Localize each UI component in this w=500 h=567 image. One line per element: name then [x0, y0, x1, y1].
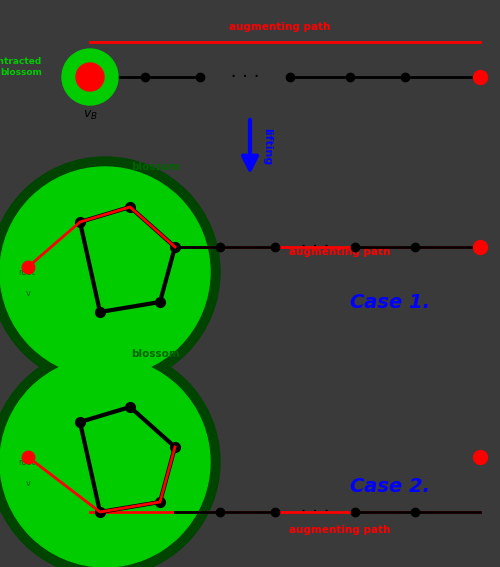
Text: root: root: [18, 268, 35, 277]
Circle shape: [0, 357, 210, 567]
Circle shape: [62, 49, 118, 105]
Text: · · ·: · · ·: [295, 238, 335, 256]
Text: Case 2.: Case 2.: [350, 477, 430, 497]
Text: · · ·: · · ·: [295, 503, 335, 521]
Text: blossom: blossom: [130, 162, 180, 172]
Text: blossom: blossom: [130, 349, 180, 359]
Text: augmenting path: augmenting path: [289, 247, 391, 257]
Text: Case 1.: Case 1.: [350, 293, 430, 311]
Text: contracted
blossom: contracted blossom: [0, 57, 42, 77]
Text: · · ·: · · ·: [225, 68, 265, 86]
Circle shape: [0, 347, 220, 567]
Text: root: root: [18, 458, 35, 467]
Text: v: v: [26, 289, 30, 298]
Text: augmenting path: augmenting path: [289, 525, 391, 535]
Text: $v_B$: $v_B$: [82, 109, 98, 122]
Circle shape: [0, 157, 220, 387]
Circle shape: [76, 63, 104, 91]
Text: lifting: lifting: [262, 128, 272, 166]
Circle shape: [0, 167, 210, 377]
Text: augmenting path: augmenting path: [229, 22, 331, 32]
Text: v: v: [26, 479, 30, 488]
